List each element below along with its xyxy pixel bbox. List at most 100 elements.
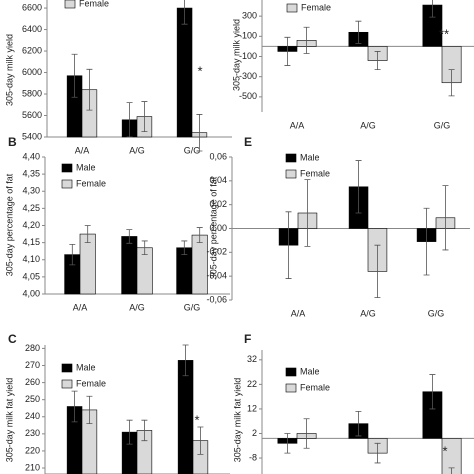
error-bar — [69, 243, 76, 266]
y-axis-title: 305-day milk fat yield — [232, 378, 242, 463]
error-bar — [304, 179, 311, 247]
y-tick-label: 5600 — [22, 110, 42, 120]
y-tick-label: 22 — [247, 379, 257, 389]
bar — [191, 234, 208, 295]
error-bar — [355, 410, 362, 437]
y-tick-label: 5800 — [22, 88, 42, 98]
error-bar — [429, 374, 436, 410]
y-tick-label: 260 — [25, 377, 40, 387]
error-bar — [196, 114, 203, 152]
error-bar — [141, 240, 148, 256]
y-tick-label: 4,35 — [22, 169, 40, 179]
legend-label: Female — [301, 2, 331, 12]
y-tick-label: 100 — [242, 31, 257, 41]
panel-label: C — [8, 332, 17, 346]
y-tick-label: -0,02 — [206, 247, 227, 257]
bar — [441, 438, 462, 474]
y-tick-label: 12 — [247, 403, 257, 413]
y-tick-label: 4,00 — [22, 288, 40, 298]
annotation: * — [197, 63, 202, 78]
error-bar — [355, 20, 362, 44]
error-bar — [303, 26, 310, 54]
legend-label: Female — [76, 378, 106, 388]
x-tick-label: A/G — [360, 308, 376, 318]
error-bar — [374, 51, 381, 71]
y-tick-label: 220 — [25, 445, 40, 455]
y-tick-label: 2 — [252, 428, 257, 438]
x-tick-label: A/A — [73, 302, 88, 312]
legend-swatch — [285, 383, 297, 393]
y-axis-title: 305-day percentage of fat — [208, 176, 218, 279]
error-bar — [355, 160, 362, 214]
error-bar — [374, 244, 381, 299]
legend-swatch — [285, 169, 297, 179]
error-bar — [374, 442, 381, 464]
y-tick-label: 4,20 — [22, 220, 40, 230]
y-tick-label: 4,40 — [22, 151, 40, 161]
error-bar — [448, 69, 455, 97]
error-bar — [448, 467, 455, 474]
panel-label: B — [8, 135, 17, 149]
y-tick-label: -100 — [239, 51, 257, 61]
error-bar — [285, 211, 292, 279]
y-tick-label: -8 — [249, 452, 257, 462]
error-bar — [181, 240, 188, 256]
y-axis-title: 305-day percentage of fat — [4, 173, 14, 276]
y-tick-label: 0,00 — [209, 223, 227, 233]
y-tick-label: 270 — [25, 360, 40, 370]
legend-swatch — [61, 179, 73, 189]
y-tick-label: 6400 — [22, 24, 42, 34]
y-tick-label: 6200 — [22, 45, 42, 55]
y-tick-label: -0,06 — [206, 294, 227, 304]
x-tick-label: G/G — [434, 120, 451, 130]
annotation: * — [442, 443, 447, 458]
legend-swatch — [285, 367, 297, 377]
error-bar — [126, 419, 133, 445]
y-tick-label: 6000 — [22, 67, 42, 77]
y-axis-title: 305-day milk yield — [231, 19, 241, 91]
annotation: ** — [439, 26, 449, 41]
y-tick-label: -500 — [239, 91, 257, 101]
error-bar — [86, 68, 93, 111]
y-tick-label: -300 — [239, 71, 257, 81]
error-bar — [442, 185, 449, 251]
y-tick-label: 230 — [25, 428, 40, 438]
error-bar — [196, 227, 203, 244]
x-tick-label: A/A — [290, 120, 305, 130]
error-bar — [126, 102, 133, 138]
x-tick-label: A/A — [75, 145, 90, 155]
x-tick-label: G/G — [184, 145, 201, 155]
x-tick-label: G/G — [184, 302, 201, 312]
legend-swatch — [61, 379, 73, 389]
legend-swatch — [64, 0, 76, 9]
panel-label: E — [244, 135, 252, 149]
legend-swatch — [61, 363, 73, 373]
bar — [79, 233, 96, 295]
error-bar — [71, 53, 78, 98]
error-bar — [86, 395, 93, 424]
error-bar — [284, 36, 291, 66]
x-tick-label: A/G — [129, 302, 145, 312]
y-tick-label: 4,30 — [22, 186, 40, 196]
x-tick-label: G/G — [428, 308, 445, 318]
y-tick-label: 0,04 — [209, 175, 227, 185]
legend-swatch — [285, 153, 297, 163]
annotation: * — [194, 412, 199, 427]
y-tick-label: -0,04 — [206, 271, 227, 281]
x-tick-label: A/G — [360, 120, 376, 130]
error-bar — [303, 418, 310, 449]
y-tick-label: 240 — [25, 411, 40, 421]
y-axis-title: 305-day milk yield — [4, 34, 14, 106]
y-tick-label: 250 — [25, 394, 40, 404]
error-bar — [141, 101, 148, 133]
legend-swatch — [61, 163, 73, 173]
legend-label: Male — [300, 152, 320, 162]
legend-label: Male — [300, 366, 320, 376]
error-bar — [141, 419, 148, 442]
legend-label: Male — [76, 162, 96, 172]
y-tick-label: 4,15 — [22, 237, 40, 247]
error-bar — [197, 426, 204, 455]
error-bar — [423, 207, 430, 276]
y-tick-label: 4,10 — [22, 254, 40, 264]
